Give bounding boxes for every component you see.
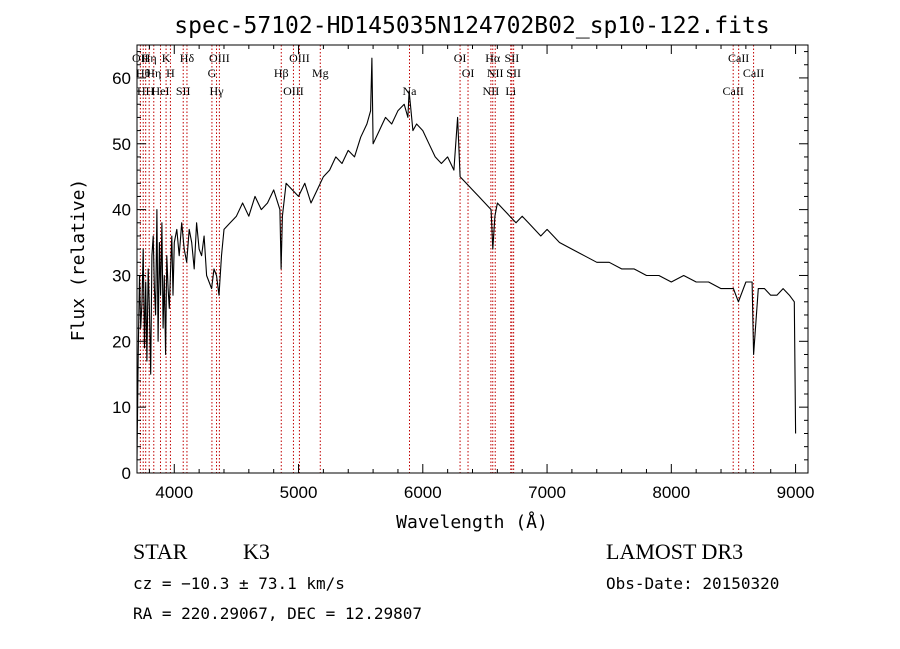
x-tick-label-0: 4000 xyxy=(155,483,193,502)
y-tick-label-6: 60 xyxy=(112,69,131,88)
x-tick-label-2: 6000 xyxy=(404,483,442,502)
line-label-24: SII xyxy=(505,51,520,65)
plot-area xyxy=(136,57,797,460)
line-label-21: Hα xyxy=(485,51,501,65)
line-label-9: Hδ xyxy=(180,51,195,65)
spectral-line-labels: OIIHθHHHηHηHeIKHSIIHδGHγOIIIHβOIIIOIIIMg… xyxy=(132,51,764,98)
line-label-14: OIII xyxy=(283,84,304,98)
spectral-line-markers xyxy=(139,45,755,473)
line-label-7: H xyxy=(166,66,175,80)
line-label-22: NII xyxy=(487,66,504,80)
line-label-11: Hγ xyxy=(210,84,225,98)
y-tick-label-1: 10 xyxy=(112,398,131,417)
y-tick-label-3: 30 xyxy=(112,266,131,285)
line-label-16: Mg xyxy=(312,66,329,80)
line-label-2: HH xyxy=(137,84,155,98)
line-label-18: OI xyxy=(454,51,467,65)
line-label-6: K xyxy=(162,51,171,65)
subclass: K3 xyxy=(243,539,270,564)
line-label-8: SII xyxy=(176,84,191,98)
line-label-19: OI xyxy=(462,66,475,80)
line-label-27: CaII xyxy=(728,51,749,65)
y-tick-label-4: 40 xyxy=(112,201,131,220)
x-tick-label-3: 7000 xyxy=(528,483,566,502)
obs-date: Obs-Date: 20150320 xyxy=(606,574,779,593)
line-label-4: Hη xyxy=(146,66,161,80)
y-tick-label-0: 0 xyxy=(122,464,131,483)
line-label-23: Li xyxy=(505,84,516,98)
y-tick-label-5: 50 xyxy=(112,135,131,154)
y-tick-label-2: 20 xyxy=(112,332,131,351)
line-label-25: SII xyxy=(506,66,521,80)
line-label-1: Hθ xyxy=(136,66,151,80)
axes: 4000 5000 6000 7000 8000 9000 0 10 20 30 40 50 60 xyxy=(112,45,814,502)
x-tick-label-4: 8000 xyxy=(652,483,690,502)
line-label-12: OIII xyxy=(209,51,230,65)
chart-title: spec-57102-HD145035N124702B02_sp10-122.f… xyxy=(174,13,769,39)
coordinates: RA = 220.29067, DEC = 12.29807 xyxy=(133,604,422,623)
redshift-cz: cz = −10.3 ± 73.1 km/s xyxy=(133,574,345,593)
x-tick-label-5: 9000 xyxy=(777,483,815,502)
line-label-10: G xyxy=(208,66,217,80)
line-label-0: OII xyxy=(132,51,149,65)
x-axis-label: Wavelength (Å) xyxy=(396,511,548,533)
plot-frame xyxy=(136,44,809,474)
survey-name: LAMOST DR3 xyxy=(606,539,743,564)
line-label-5: HeI xyxy=(151,84,169,98)
line-label-3: Hη xyxy=(142,51,157,65)
line-label-15: OIII xyxy=(289,51,310,65)
object-class: STAR xyxy=(133,539,188,564)
x-tick-label-1: 5000 xyxy=(280,483,318,502)
line-label-13: Hβ xyxy=(274,66,289,80)
spectrum-line-0 xyxy=(136,57,797,460)
line-label-20: NII xyxy=(483,84,500,98)
y-axis-label: Flux (relative) xyxy=(68,179,89,342)
line-label-28: CaII xyxy=(743,66,764,80)
line-label-17: Na xyxy=(403,84,418,98)
line-label-26: CaII xyxy=(723,84,744,98)
